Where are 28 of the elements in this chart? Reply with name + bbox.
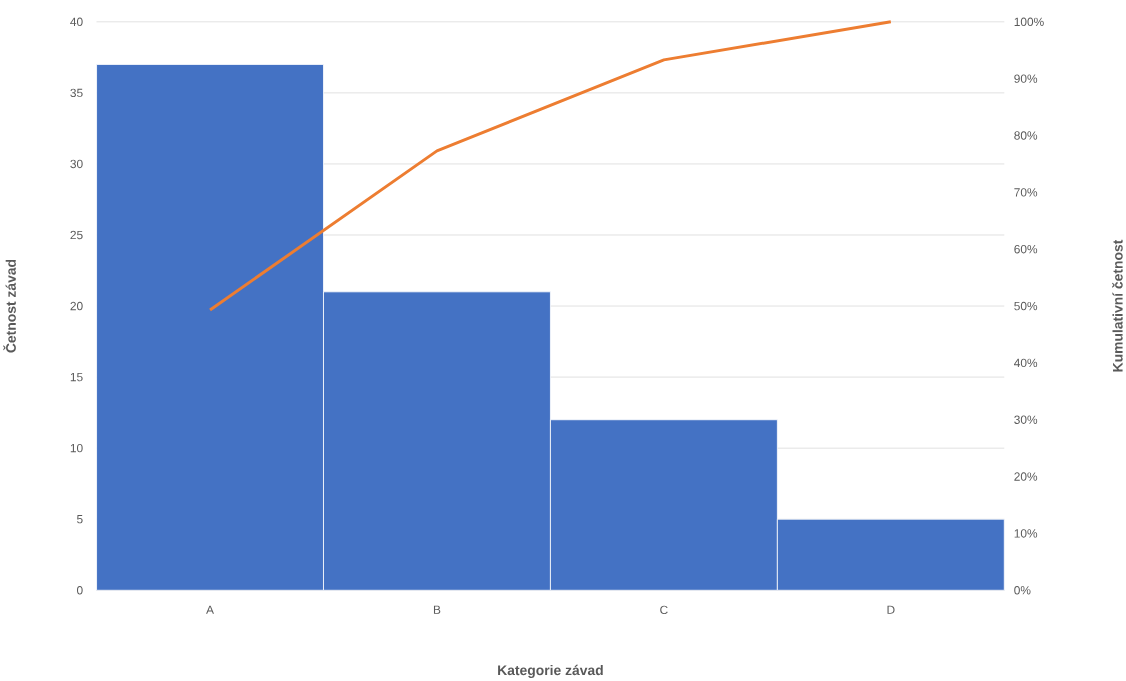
y-tick-label: 20: [70, 301, 83, 311]
y2-tick-label: 80%: [1014, 131, 1038, 140]
x-tick-label: B: [433, 605, 441, 614]
y-tick-label: 10: [70, 443, 83, 453]
y2-tick-label: 90%: [1014, 74, 1038, 83]
x-tick-label: A: [206, 605, 214, 614]
y2-tick-label: 70%: [1014, 188, 1038, 197]
y2-tick-label: 100%: [1014, 17, 1044, 26]
y-axis-title: Četnost závad: [3, 259, 16, 353]
y2-tick-label: 50%: [1014, 301, 1038, 311]
y-tick-label: 30: [70, 159, 83, 169]
y-tick-label: 25: [70, 230, 83, 240]
y2-tick-label: 40%: [1014, 358, 1038, 367]
y-tick-label: 40: [70, 17, 83, 26]
x-tick-label: D: [887, 605, 895, 614]
x-tick-label: C: [660, 605, 668, 614]
y2-tick-label: 0%: [1014, 585, 1031, 595]
y-tick-label: 15: [70, 372, 83, 382]
y-tick-label: 5: [77, 514, 83, 524]
line-series: [208, 20, 893, 312]
x-axis-title: Kategorie závad: [498, 664, 603, 678]
y2-axis-title: Kumulativní četnost: [1112, 239, 1123, 372]
y2-tick-label: 10%: [1014, 529, 1038, 538]
y2-tick-label: 20%: [1014, 472, 1038, 481]
y-tick-label: 35: [70, 88, 83, 97]
y2-tick-label: 30%: [1014, 415, 1038, 424]
y2-tick-label: 60%: [1014, 244, 1038, 254]
y-tick-label: 0: [76, 585, 83, 595]
